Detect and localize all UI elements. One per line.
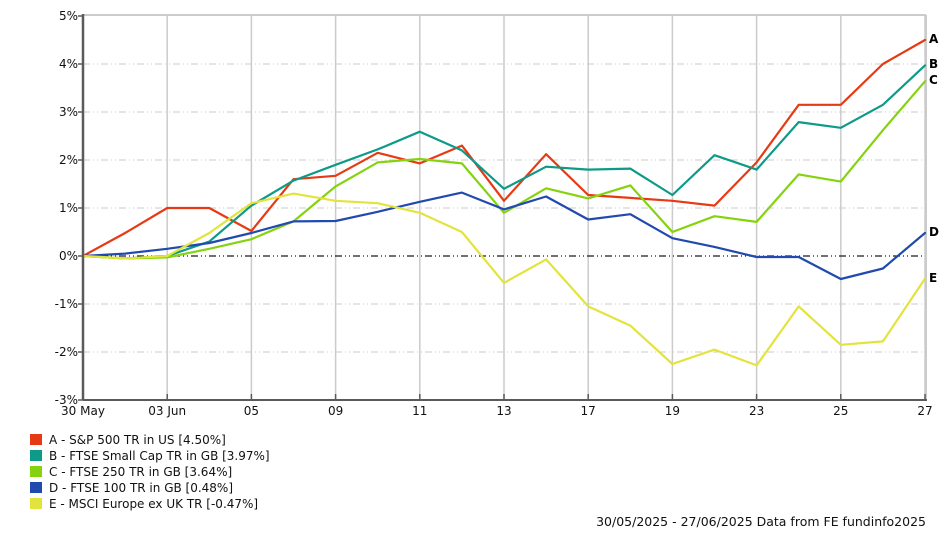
series-end-label-B: B — [929, 57, 939, 72]
series-line-D — [81, 191, 927, 281]
y-axis-tick-label: 5% — [58, 9, 78, 23]
series-end-label-D: D — [929, 224, 939, 239]
y-axis-tick-label: -3% — [54, 393, 78, 407]
y-axis-tick-label: 0% — [58, 249, 78, 263]
x-axis-tick-label: 11 — [412, 404, 428, 418]
legend-item-D: D - FTSE 100 TR in GB [0.48%] — [30, 480, 270, 495]
legend-swatch-D — [30, 482, 42, 493]
series-end-label-C: C — [929, 73, 938, 88]
series-end-label-A: A — [929, 32, 939, 46]
y-axis-tick-label: 3% — [58, 105, 78, 119]
legend-label-A: A - S&P 500 TR in US [4.50%] — [49, 432, 226, 447]
legend-swatch-A — [30, 434, 42, 445]
legend-item-B: B - FTSE Small Cap TR in GB [3.97%] — [30, 448, 270, 463]
x-axis-tick-label: 17 — [580, 404, 596, 418]
chart-footer-daterange: 30/05/2025 - 27/06/2025 Data from FE fun… — [596, 514, 926, 529]
y-axis-tick-label: 4% — [58, 57, 78, 71]
legend-item-E: E - MSCI Europe ex UK TR [-0.47%] — [30, 496, 270, 511]
y-axis-tick-label: 1% — [58, 201, 78, 215]
series-line-B — [81, 64, 927, 260]
x-axis-tick-label: 27 — [917, 404, 933, 418]
series-line-A — [81, 38, 927, 258]
chart-legend: A - S&P 500 TR in US [4.50%] B - FTSE Sma… — [30, 432, 270, 512]
series-line-C — [81, 80, 927, 260]
legend-label-B: B - FTSE Small Cap TR in GB [3.97%] — [49, 448, 270, 463]
x-axis-tick-label: 19 — [664, 404, 681, 418]
y-axis-tick-label: -1% — [54, 297, 78, 311]
series-line-E — [81, 192, 927, 367]
legend-swatch-B — [30, 450, 42, 461]
x-axis-tick-label: 25 — [833, 404, 849, 418]
x-axis-tick-label: 09 — [327, 404, 344, 418]
legend-swatch-E — [30, 498, 42, 509]
y-axis-tick-label: 2% — [58, 153, 78, 167]
legend-label-E: E - MSCI Europe ex UK TR [-0.47%] — [49, 496, 259, 511]
series-end-label-E: E — [929, 270, 938, 285]
x-axis-tick-label: 13 — [496, 404, 512, 418]
legend-item-A: A - S&P 500 TR in US [4.50%] — [30, 432, 270, 447]
legend-swatch-C — [30, 466, 42, 477]
y-axis-tick-label: -2% — [54, 345, 78, 359]
x-axis-tick-label: 23 — [748, 404, 765, 418]
x-axis-tick-label: 05 — [243, 404, 260, 418]
legend-item-C: C - FTSE 250 TR in GB [3.64%] — [30, 464, 270, 479]
legend-label-C: C - FTSE 250 TR in GB [3.64%] — [49, 464, 233, 479]
x-axis-tick-label: 30 May — [61, 404, 105, 418]
x-axis-tick-label: 03 Jun — [148, 404, 187, 418]
legend-label-D: D - FTSE 100 TR in GB [0.48%] — [49, 480, 234, 495]
